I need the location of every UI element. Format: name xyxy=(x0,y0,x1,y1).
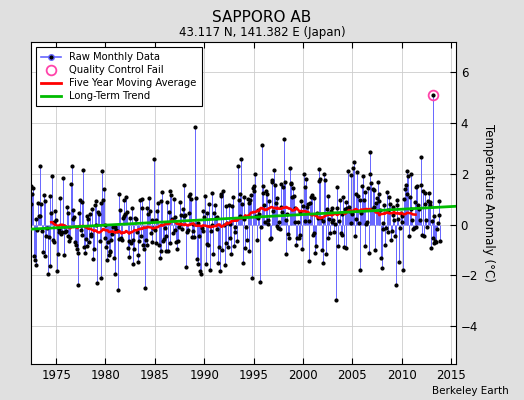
Y-axis label: Temperature Anomaly (°C): Temperature Anomaly (°C) xyxy=(482,124,495,282)
Legend: Raw Monthly Data, Quality Control Fail, Five Year Moving Average, Long-Term Tren: Raw Monthly Data, Quality Control Fail, … xyxy=(37,47,202,106)
Text: SAPPORO AB: SAPPORO AB xyxy=(212,10,312,25)
Text: Berkeley Earth: Berkeley Earth xyxy=(432,386,508,396)
Text: 43.117 N, 141.382 E (Japan): 43.117 N, 141.382 E (Japan) xyxy=(179,26,345,39)
